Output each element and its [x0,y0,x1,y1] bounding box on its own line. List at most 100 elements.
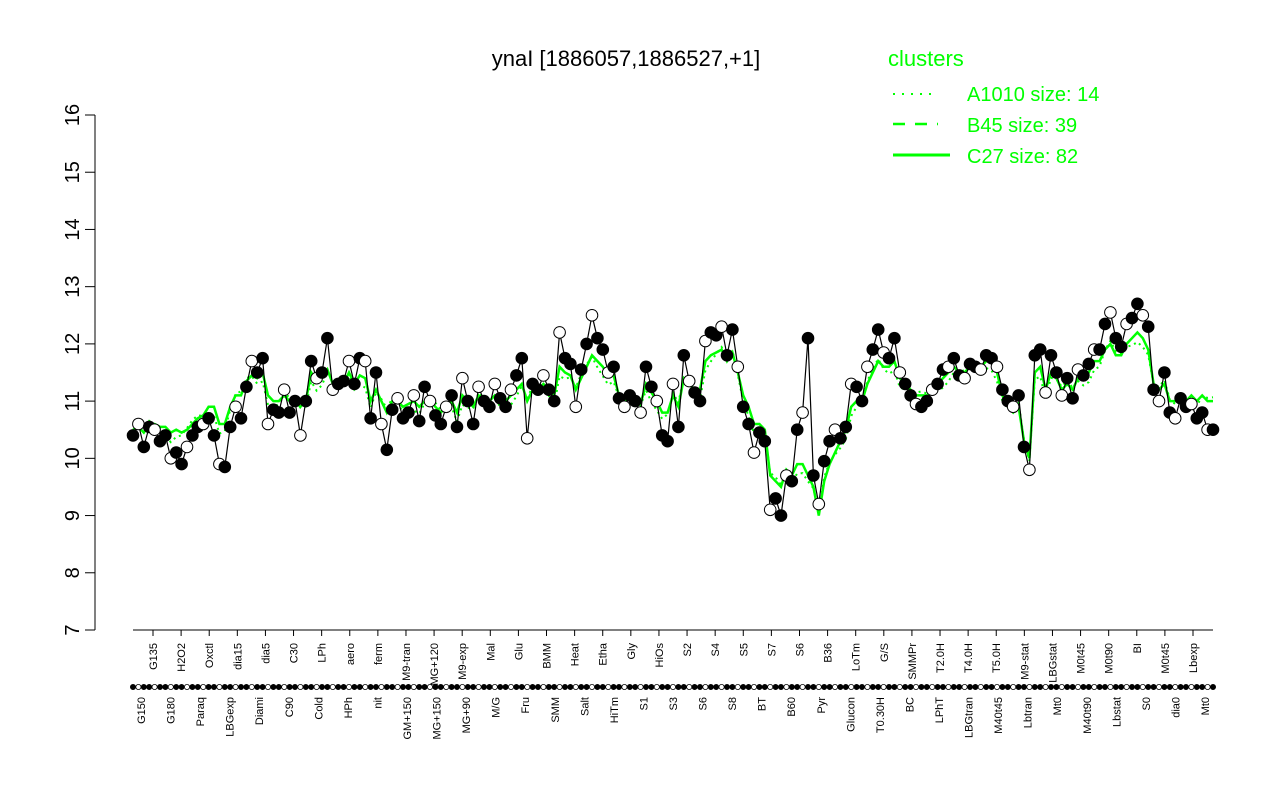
x-tick-label: Fru [520,697,532,714]
x-tick-label: T4.0H [963,643,975,673]
data-point [321,331,334,345]
x-tick-label: Cold [313,697,325,720]
x-marker [637,684,644,691]
x-marker [156,684,163,691]
data-point [1168,412,1182,425]
data-point [1017,440,1031,454]
data-point [974,363,988,376]
x-marker [891,684,898,691]
data-point [261,417,275,431]
x-marker [842,684,849,691]
data-point [553,326,566,339]
data-point [580,337,593,351]
x-marker [1172,684,1179,691]
x-marker [815,684,822,691]
x-marker [432,684,439,691]
x-marker [675,684,682,691]
x-tick-label: Paraq [195,697,207,726]
x-marker [691,684,698,691]
x-marker [453,684,460,691]
x-marker [988,684,995,691]
x-tick-label: M40t90 [1082,697,1094,734]
x-marker [767,684,774,691]
data-point [1136,309,1150,322]
data-point [834,432,847,445]
data-point [126,429,140,442]
x-tick-label: MG+150 [432,697,444,740]
x-marker [259,684,266,691]
data-point [531,383,545,397]
x-tick-label: S6 [794,643,806,656]
x-marker [254,684,261,691]
data-point [1033,343,1047,356]
data-point [1125,311,1139,325]
x-marker [248,684,255,691]
data-point [898,377,912,391]
data-point [607,360,620,374]
data-point [445,389,458,402]
x-marker [345,684,352,691]
x-marker [1145,684,1152,691]
data-point [218,460,232,474]
x-tick-label: T0.30H [875,697,887,733]
data-point [796,406,809,419]
x-marker [653,684,660,691]
x-marker [1096,684,1103,691]
x-marker [146,684,153,691]
x-tick-label: Pyr [816,697,828,714]
data-point [569,400,583,414]
x-marker [1037,684,1044,691]
data-point [1131,297,1144,311]
data-point [240,380,253,394]
x-marker [799,684,806,691]
data-point [596,343,610,356]
data-point [650,394,664,408]
x-marker [502,684,509,691]
data-point [591,331,604,345]
data-point [132,417,145,431]
x-tick-label: BT [757,697,769,711]
x-marker [1177,684,1184,691]
data-point [693,394,707,408]
x-marker [151,684,158,691]
data-point [888,331,901,345]
x-marker [1188,684,1195,691]
data-point [747,446,761,459]
data-point [839,420,853,434]
data-point [666,377,680,391]
x-marker [372,684,379,691]
x-tick-label: SMM [550,697,562,723]
x-tick-label: G180 [166,697,178,724]
data-point [866,343,880,356]
data-point [180,440,194,454]
data-point [520,432,534,445]
x-marker [513,684,520,691]
x-marker [162,684,169,691]
x-marker [426,684,433,691]
x-marker [448,684,455,691]
data-point [380,443,394,457]
x-marker [416,684,423,691]
x-tick-label: aero [345,643,357,665]
data-point [736,400,750,414]
x-marker [405,684,412,691]
x-marker [173,684,180,691]
x-marker [291,684,298,691]
x-marker [1053,684,1060,691]
x-tick-label: M40t45 [993,697,1005,734]
x-marker [875,684,882,691]
x-tick-label: Lbexp [1188,643,1200,673]
x-tick-label: Etha [598,642,610,666]
x-marker [389,684,396,691]
x-tick-label: M9-tran [401,643,413,681]
x-marker [664,684,671,691]
x-marker [286,684,293,691]
x-marker [788,684,795,691]
x-marker [232,684,239,691]
x-axis: G135 H2O2 Oxctl dia15 dia5 C30 LPh aero ferm M9-t… [129,629,1217,740]
x-marker [216,684,223,691]
x-marker [702,684,709,691]
data-point [175,457,188,471]
data-point [812,497,826,511]
